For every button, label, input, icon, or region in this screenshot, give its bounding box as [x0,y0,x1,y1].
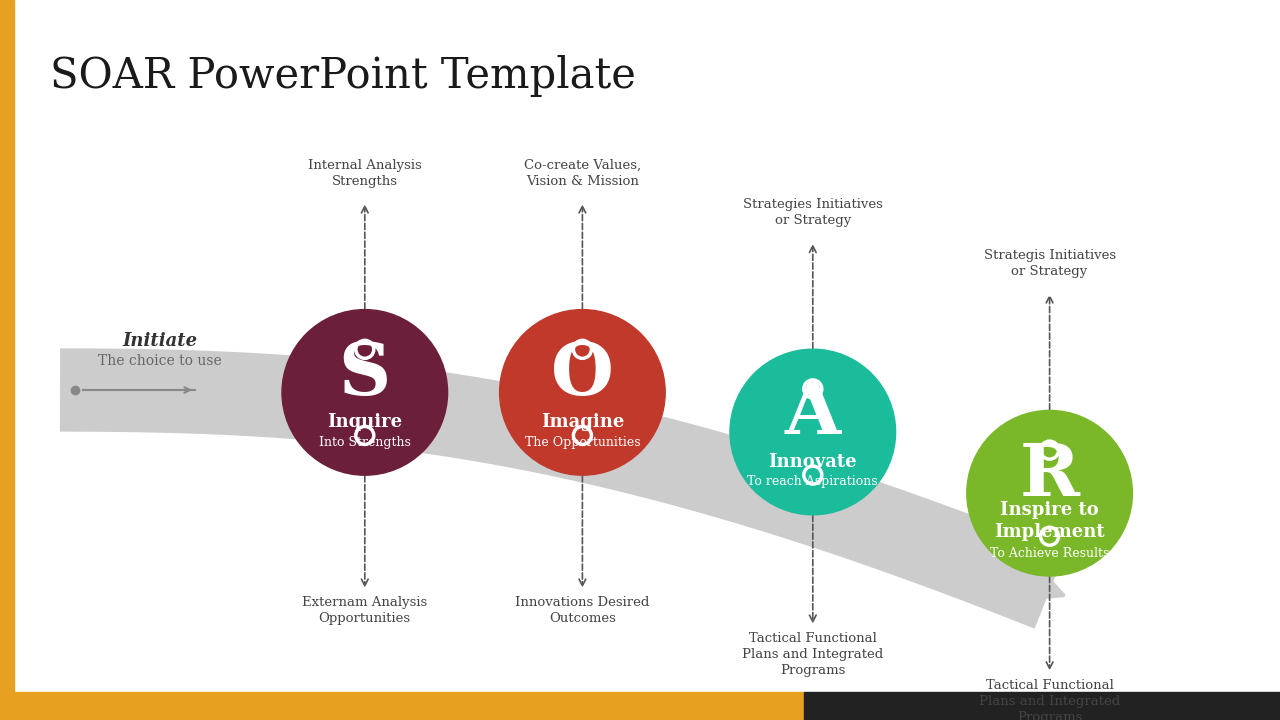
Text: The Opportunities: The Opportunities [525,436,640,449]
Text: S: S [339,339,390,410]
Text: Externam Analysis
Opportunities: Externam Analysis Opportunities [302,596,428,626]
Text: Initiate: Initiate [123,332,197,350]
Bar [0,0,14,720]
Bar [804,692,1280,720]
Text: Strategis Initiatives
or Strategy: Strategis Initiatives or Strategy [983,248,1116,278]
Text: Strategies Initiatives
or Strategy: Strategies Initiatives or Strategy [742,198,883,228]
Text: Internal Analysis
Strengths: Internal Analysis Strengths [308,158,421,188]
Text: Imagine: Imagine [540,413,625,431]
Text: O: O [550,339,614,410]
Text: Inquire: Inquire [328,413,402,431]
Circle shape [499,310,666,475]
Bar [14,692,804,720]
Text: Innovations Desired
Outcomes: Innovations Desired Outcomes [516,596,649,626]
Circle shape [730,349,896,515]
Text: Co-create Values,
Vision & Mission: Co-create Values, Vision & Mission [524,158,641,188]
Text: R: R [1020,440,1079,510]
Text: Tactical Functional
Plans and Integrated
Programs: Tactical Functional Plans and Integrated… [979,679,1120,720]
Text: A: A [785,379,841,449]
Circle shape [282,310,448,475]
Text: To Achieve Results: To Achieve Results [989,546,1110,559]
Text: The choice to use: The choice to use [99,354,221,368]
Text: Tactical Functional
Plans and Integrated
Programs: Tactical Functional Plans and Integrated… [742,632,883,678]
Text: To reach Aspirations: To reach Aspirations [748,475,878,488]
Circle shape [966,410,1133,576]
Text: Into Strengths: Into Strengths [319,436,411,449]
Text: SOAR PowerPoint Template: SOAR PowerPoint Template [50,55,636,97]
Text: Inspire to
Implement: Inspire to Implement [995,501,1105,541]
Text: Innovate: Innovate [768,453,858,471]
